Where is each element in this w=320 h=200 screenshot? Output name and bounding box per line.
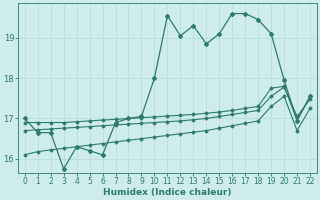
X-axis label: Humidex (Indice chaleur): Humidex (Indice chaleur) <box>103 188 232 197</box>
